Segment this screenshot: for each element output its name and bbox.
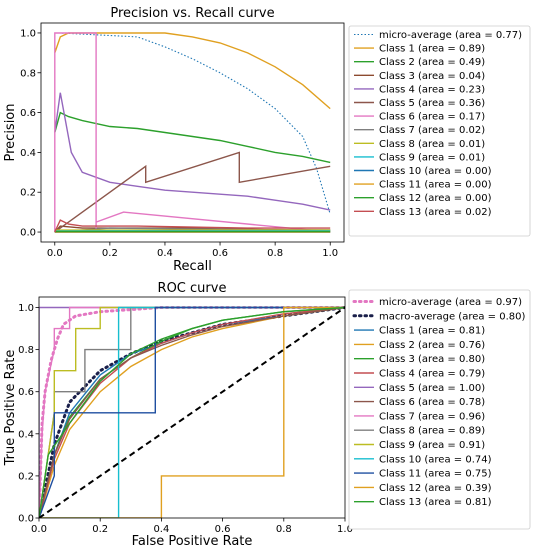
roc-series-line xyxy=(39,306,345,518)
pr-legend-label: Class 6 (area = 0.17) xyxy=(379,112,485,123)
roc-legend-label: Class 9 (area = 0.91) xyxy=(379,440,485,451)
roc-legend-label: Class 13 (area = 0.81) xyxy=(379,497,492,508)
pr-xlabel: Recall xyxy=(173,259,212,274)
pr-legend-label: Class 9 (area = 0.01) xyxy=(379,152,485,163)
roc-legend-label: Class 12 (area = 0.39) xyxy=(379,483,492,494)
pr-series-line xyxy=(54,32,331,215)
roc-legend-label: Class 11 (area = 0.75) xyxy=(379,469,492,480)
roc-series-line xyxy=(39,306,345,518)
roc-legend-label: Class 8 (area = 0.89) xyxy=(379,426,485,437)
pr-series-line xyxy=(54,32,331,110)
pr-xtick-label: 0.8 xyxy=(267,248,283,259)
pr-ytick-label: 0.8 xyxy=(20,68,36,79)
pr-xtick-label: 0.6 xyxy=(212,248,228,259)
roc-legend-label: Class 2 (area = 0.76) xyxy=(379,340,485,351)
roc-series-line xyxy=(39,306,345,518)
roc-chart: ROC curve 0.0 0.2 0.4 0.6 0.8 1.0 0.0 0.2 0.4 0.6 0… xyxy=(3,281,531,549)
pr-series-group xyxy=(54,32,331,233)
pr-legend-label: Class 13 (area = 0.02) xyxy=(379,207,492,218)
pr-xtick-label: 0.2 xyxy=(102,248,118,259)
pr-ytick-label: 0.2 xyxy=(20,188,36,199)
roc-series-line xyxy=(39,306,345,518)
roc-series-line xyxy=(39,306,345,518)
roc-xlabel: False Positive Rate xyxy=(132,534,253,549)
pr-series-line xyxy=(54,92,331,211)
roc-xtick-label: 0.6 xyxy=(215,524,231,535)
pr-legend-frame xyxy=(348,25,531,237)
roc-ytick-label: 0.4 xyxy=(18,429,34,440)
pr-xtick-label: 0.0 xyxy=(47,248,63,259)
pr-ytick-label: 0.0 xyxy=(20,228,36,239)
pr-xtick-label: 1.0 xyxy=(322,248,338,259)
roc-ytick-label: 0.2 xyxy=(18,471,34,482)
pr-legend: micro-average (area = 0.77) Class 1 (area… xyxy=(348,25,531,237)
pr-xtick-label: 0.4 xyxy=(157,248,173,259)
roc-legend-frame xyxy=(348,289,531,530)
roc-series-line xyxy=(39,306,345,518)
pr-series-line xyxy=(54,219,331,233)
roc-legend-label: Class 6 (area = 0.78) xyxy=(379,397,485,408)
roc-legend-label: Class 7 (area = 0.96) xyxy=(379,411,485,422)
roc-legend-label: Class 3 (area = 0.80) xyxy=(379,354,485,365)
pr-chart: Precision vs. Recall curve 0.0 0.2 0.4 0.6 0.… xyxy=(3,6,531,274)
pr-legend-label: Class 8 (area = 0.01) xyxy=(379,139,485,150)
roc-ytick-label: 0.8 xyxy=(18,345,34,356)
roc-ytick-label: 1.0 xyxy=(18,303,34,314)
pr-ytick-label: 0.6 xyxy=(20,108,36,119)
pr-legend-label: Class 4 (area = 0.23) xyxy=(379,84,485,95)
roc-legend-label: macro-average (area = 0.80) xyxy=(379,311,525,322)
roc-ytick-label: 0.0 xyxy=(18,514,34,525)
roc-legend-label: micro-average (area = 0.97) xyxy=(379,297,522,308)
roc-xtick-label: 0.4 xyxy=(153,524,169,535)
pr-ytick-label: 1.0 xyxy=(20,28,36,39)
roc-legend-label: Class 1 (area = 0.81) xyxy=(379,326,485,337)
roc-legend-label: Class 5 (area = 1.00) xyxy=(379,383,485,394)
roc-ytick-label: 0.6 xyxy=(18,387,34,398)
roc-series-line xyxy=(39,306,345,518)
pr-series-line xyxy=(54,151,331,233)
roc-title: ROC curve xyxy=(158,281,227,296)
pr-legend-label: Class 2 (area = 0.49) xyxy=(379,57,485,68)
roc-series-line xyxy=(39,306,345,518)
pr-ylabel: Precision xyxy=(3,103,18,161)
roc-xtick-label: 1.0 xyxy=(337,524,353,535)
roc-series-line xyxy=(39,306,345,518)
pr-legend-label: Class 5 (area = 0.36) xyxy=(379,98,485,109)
pr-axes-frame xyxy=(40,22,345,243)
roc-xtick-label: 0.8 xyxy=(276,524,292,535)
roc-ylabel: True Positive Rate xyxy=(3,350,18,467)
pr-series-line xyxy=(54,111,331,164)
roc-legend-label: Class 10 (area = 0.74) xyxy=(379,454,492,465)
pr-legend-label: Class 1 (area = 0.89) xyxy=(379,44,485,55)
roc-legend-label: Class 4 (area = 0.79) xyxy=(379,369,485,380)
roc-axes-frame xyxy=(38,296,346,519)
pr-ytick-label: 0.4 xyxy=(20,148,36,159)
pr-legend-label: Class 12 (area = 0.00) xyxy=(379,193,492,204)
pr-legend-label: micro-average (area = 0.77) xyxy=(379,30,522,41)
roc-legend: micro-average (area = 0.97) macro-average… xyxy=(348,289,531,530)
roc-series-group xyxy=(39,306,345,518)
roc-xtick-label: 0.0 xyxy=(31,524,47,535)
pr-title: Precision vs. Recall curve xyxy=(110,6,274,21)
pr-legend-label: Class 3 (area = 0.04) xyxy=(379,71,485,82)
pr-legend-label: Class 7 (area = 0.02) xyxy=(379,125,485,136)
pr-legend-label: Class 10 (area = 0.00) xyxy=(379,166,492,177)
roc-xtick-label: 0.2 xyxy=(92,524,108,535)
pr-legend-label: Class 11 (area = 0.00) xyxy=(379,180,492,191)
